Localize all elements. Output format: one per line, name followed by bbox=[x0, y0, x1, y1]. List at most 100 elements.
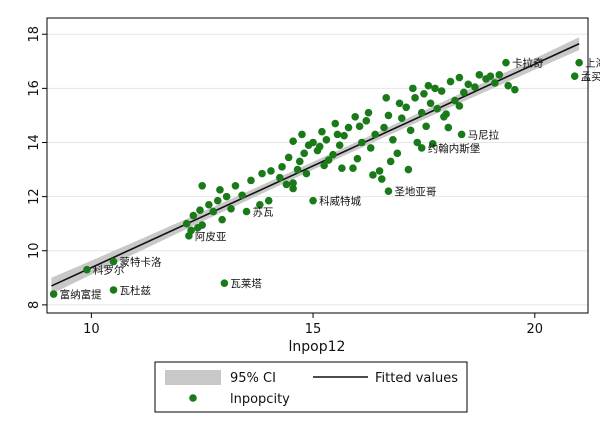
data-point bbox=[491, 79, 499, 87]
data-point bbox=[109, 286, 118, 294]
data-point bbox=[511, 85, 519, 94]
data-point bbox=[351, 112, 359, 121]
data-point bbox=[256, 200, 264, 209]
data-point bbox=[289, 184, 297, 193]
y-tick-label: 14 bbox=[27, 134, 42, 151]
data-point bbox=[284, 153, 293, 162]
data-point bbox=[340, 131, 348, 140]
data-point bbox=[397, 114, 406, 122]
data-point bbox=[382, 94, 391, 102]
data-point bbox=[404, 165, 413, 174]
data-point bbox=[422, 122, 430, 131]
data-point bbox=[264, 196, 273, 205]
data-point bbox=[417, 108, 426, 117]
data-point bbox=[335, 141, 344, 150]
y-tick-label: 18 bbox=[27, 26, 42, 43]
data-point bbox=[216, 186, 224, 194]
point-label: 马尼拉 bbox=[468, 128, 500, 141]
point-label: 蒙特卡洛 bbox=[120, 256, 162, 269]
data-point bbox=[371, 130, 379, 139]
data-point bbox=[375, 167, 384, 175]
data-point bbox=[460, 88, 468, 97]
data-point bbox=[338, 164, 346, 173]
point-label: 圣地亚哥 bbox=[394, 185, 436, 198]
data-point bbox=[440, 112, 448, 121]
data-point bbox=[431, 84, 439, 93]
plot-frame bbox=[46, 17, 589, 314]
data-point bbox=[575, 58, 583, 67]
data-point bbox=[417, 144, 426, 152]
data-points bbox=[49, 58, 583, 298]
point-label: 卡拉奇 bbox=[512, 57, 544, 70]
legend-point-label: lnpopcity bbox=[230, 392, 290, 407]
data-point bbox=[49, 290, 58, 298]
fitted-line bbox=[51, 42, 580, 287]
data-point bbox=[182, 219, 191, 228]
data-point bbox=[413, 138, 422, 147]
x-tick-label: 20 bbox=[527, 322, 544, 337]
data-point bbox=[420, 89, 428, 98]
data-point bbox=[362, 117, 371, 125]
legend-ci-swatch bbox=[165, 370, 221, 385]
data-point bbox=[205, 200, 213, 209]
y-tick-label: 10 bbox=[27, 242, 42, 259]
data-point bbox=[455, 102, 464, 110]
data-point bbox=[318, 127, 326, 136]
data-point bbox=[295, 157, 304, 166]
data-point bbox=[451, 96, 459, 105]
data-point bbox=[377, 175, 386, 183]
fit-line bbox=[51, 42, 580, 287]
data-point bbox=[298, 130, 306, 139]
data-point bbox=[289, 137, 297, 145]
data-point bbox=[289, 179, 297, 187]
data-point bbox=[322, 135, 331, 144]
point-label: 约翰内斯堡 bbox=[428, 142, 481, 155]
data-point bbox=[222, 192, 231, 201]
data-point bbox=[209, 207, 218, 216]
point-label: 上海 bbox=[585, 57, 600, 70]
data-point bbox=[109, 257, 118, 266]
data-point bbox=[433, 104, 442, 113]
data-point bbox=[437, 87, 446, 95]
data-point bbox=[386, 157, 395, 166]
point-label: 孟买 bbox=[581, 71, 600, 83]
data-point bbox=[302, 169, 311, 178]
data-point bbox=[424, 81, 433, 90]
data-point bbox=[309, 196, 317, 205]
legend-box bbox=[154, 361, 468, 413]
y-tick-label: 16 bbox=[27, 80, 42, 97]
data-point bbox=[324, 156, 333, 164]
data-point bbox=[220, 279, 229, 288]
point-label: 瓦莱塔 bbox=[230, 277, 262, 290]
y-tick-label: 8 bbox=[27, 301, 42, 309]
data-point bbox=[369, 171, 377, 179]
data-point bbox=[315, 142, 324, 151]
data-point bbox=[380, 123, 388, 132]
data-point bbox=[446, 77, 455, 86]
x-tick-label: 15 bbox=[305, 322, 322, 337]
data-point bbox=[426, 99, 435, 108]
data-point bbox=[428, 140, 437, 148]
data-point bbox=[231, 181, 240, 190]
data-point bbox=[409, 84, 417, 93]
data-point bbox=[185, 232, 193, 240]
point-label: 科罗尔 bbox=[93, 264, 125, 277]
data-point bbox=[300, 149, 308, 158]
data-point bbox=[227, 205, 235, 213]
data-point bbox=[384, 187, 393, 196]
data-point bbox=[331, 119, 340, 128]
legend: 95% CI Fitted values lnpopcity bbox=[154, 361, 468, 413]
data-point bbox=[406, 126, 415, 135]
data-point bbox=[455, 73, 464, 82]
data-point bbox=[358, 138, 366, 147]
data-point bbox=[570, 72, 579, 80]
data-point bbox=[238, 191, 246, 200]
data-point bbox=[486, 72, 495, 80]
data-point bbox=[218, 215, 226, 224]
y-axis: 8 10 12 14 16 18 bbox=[27, 26, 47, 309]
data-point bbox=[198, 181, 207, 190]
point-label: 阿皮亚 bbox=[195, 230, 227, 243]
data-point bbox=[344, 123, 353, 132]
data-point bbox=[471, 83, 479, 91]
